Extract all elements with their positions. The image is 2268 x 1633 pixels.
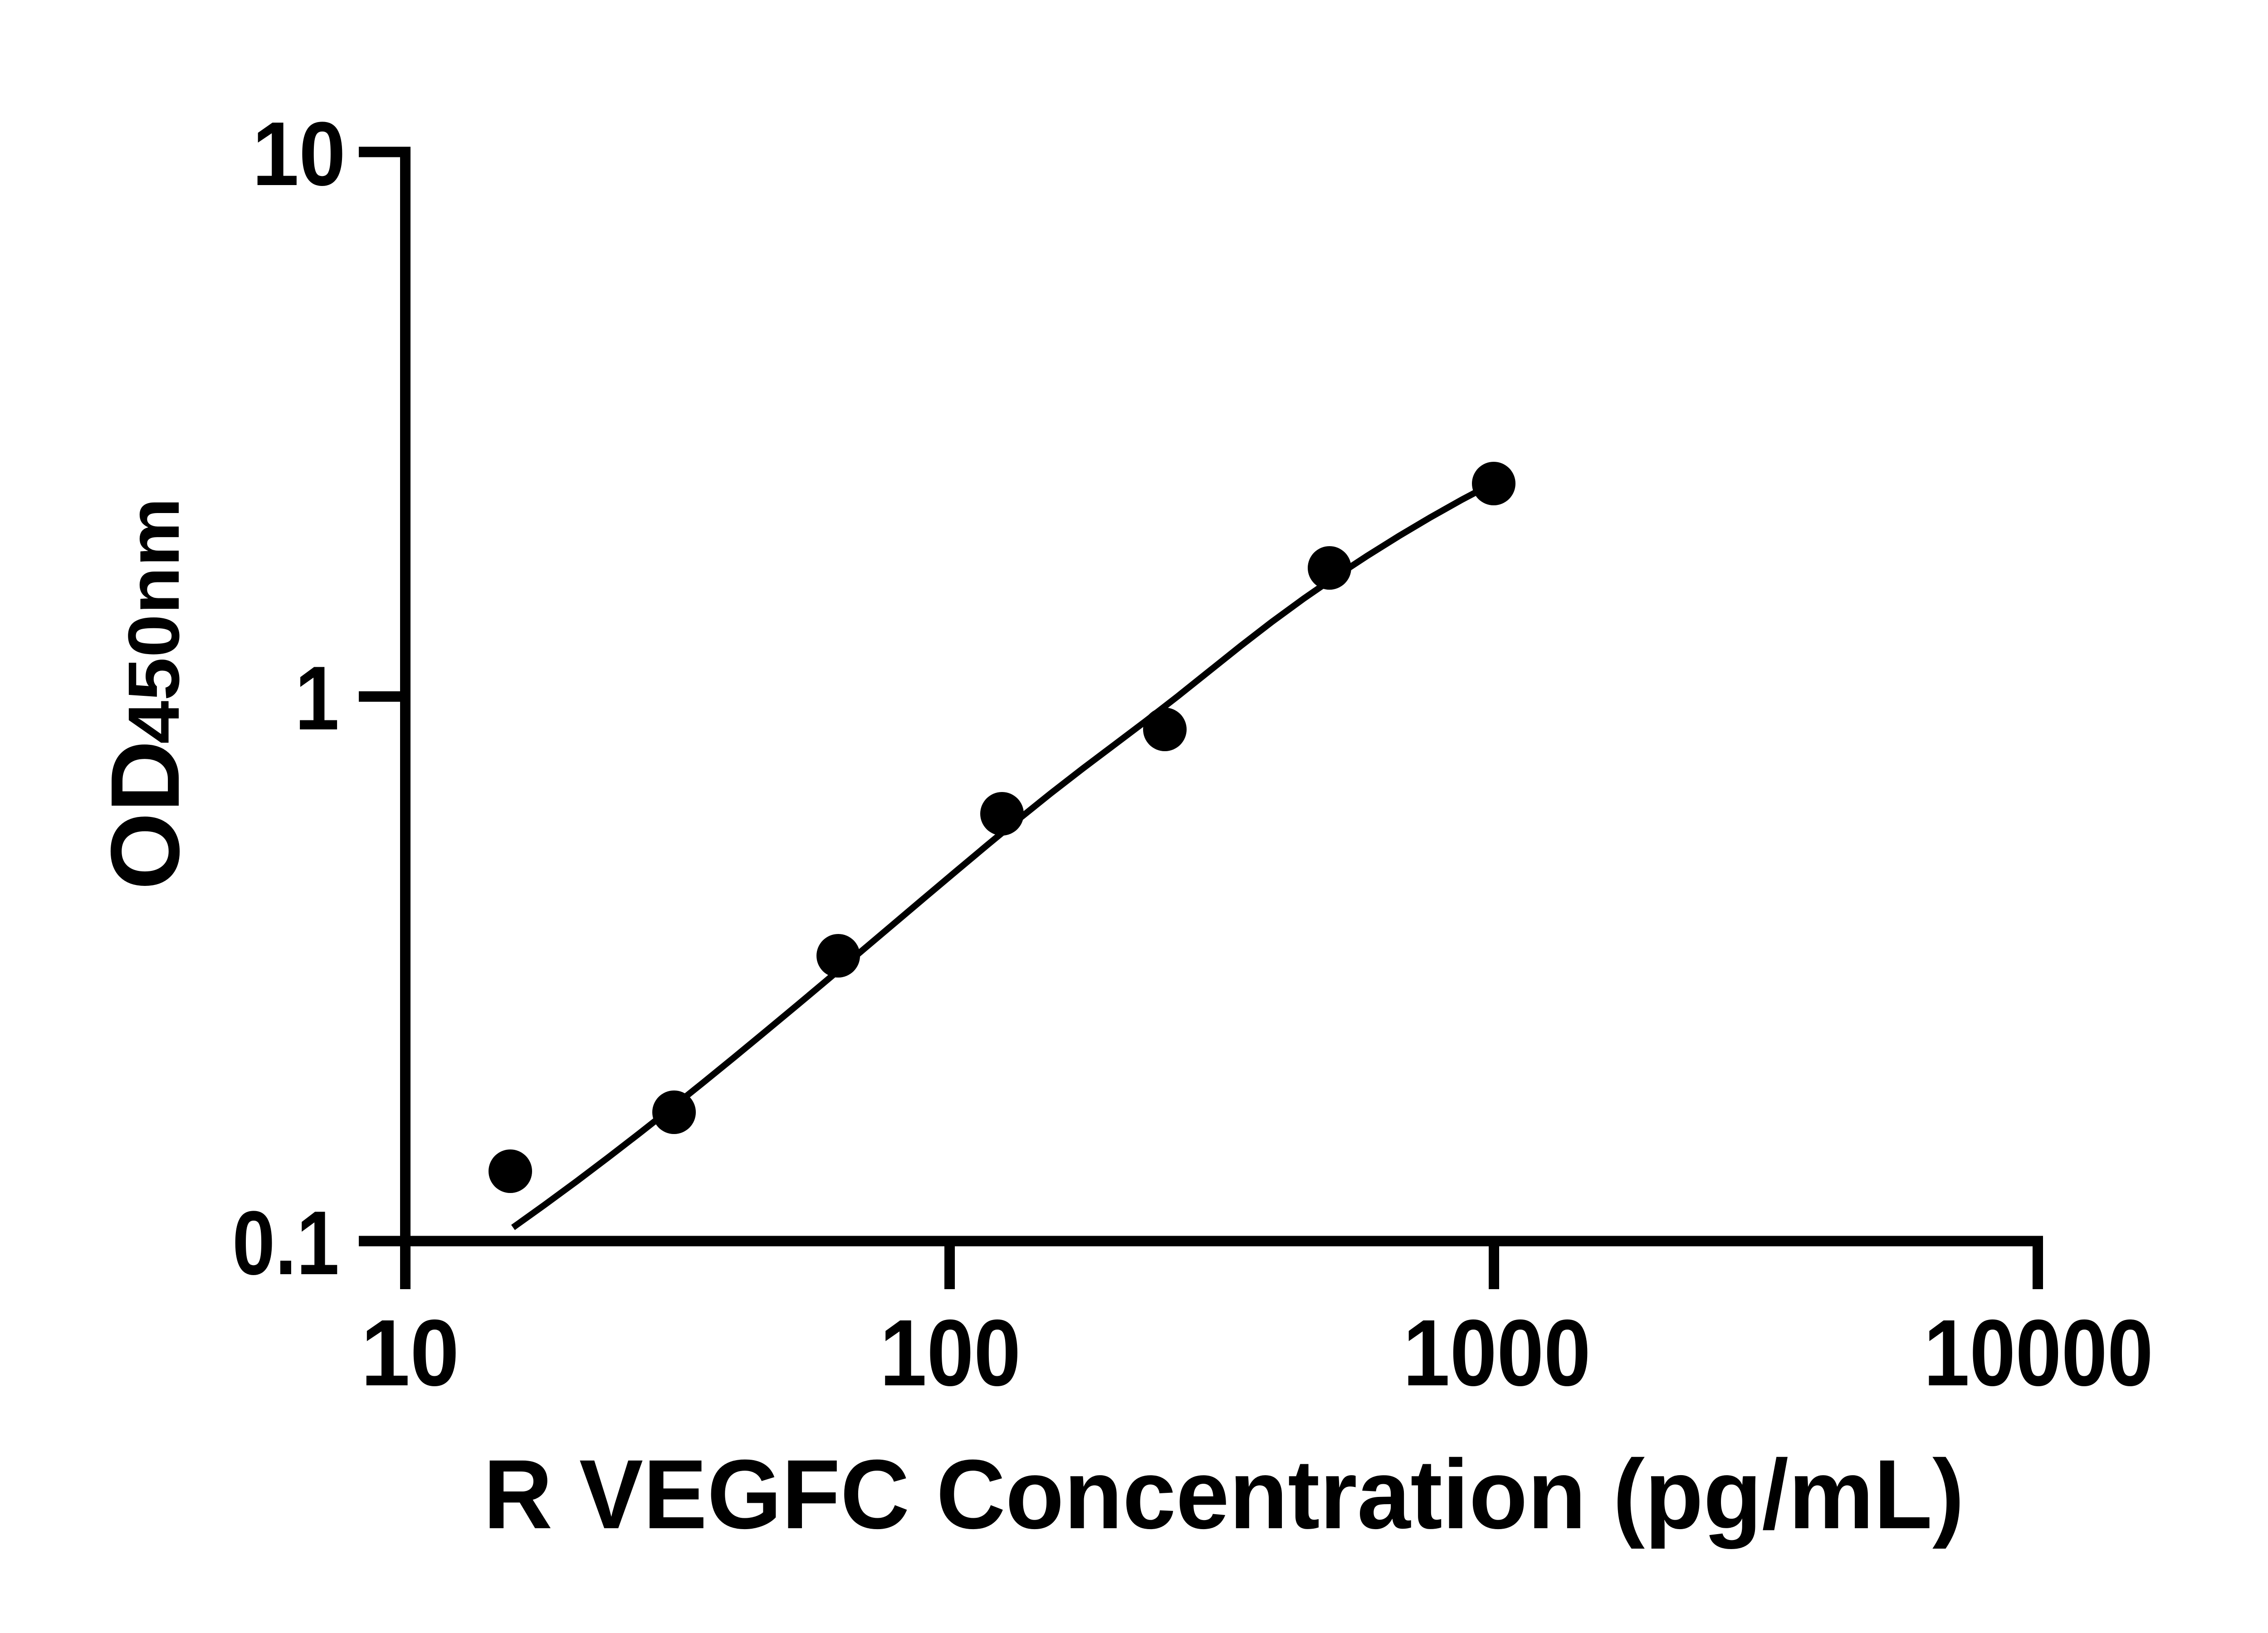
svg-text:1: 1 — [295, 648, 339, 749]
svg-text:10: 10 — [252, 103, 346, 205]
svg-text:10000: 10000 — [1924, 1301, 2153, 1406]
svg-text:10: 10 — [361, 1301, 459, 1406]
svg-text:450nm: 450nm — [113, 498, 194, 744]
svg-text:1000: 1000 — [1403, 1301, 1591, 1406]
svg-text:OD: OD — [90, 740, 200, 890]
svg-text:0.1: 0.1 — [232, 1193, 339, 1294]
svg-text:R VEGFC Concentration (pg/mL): R VEGFC Concentration (pg/mL) — [484, 1439, 1965, 1549]
svg-text:100: 100 — [880, 1301, 1021, 1406]
